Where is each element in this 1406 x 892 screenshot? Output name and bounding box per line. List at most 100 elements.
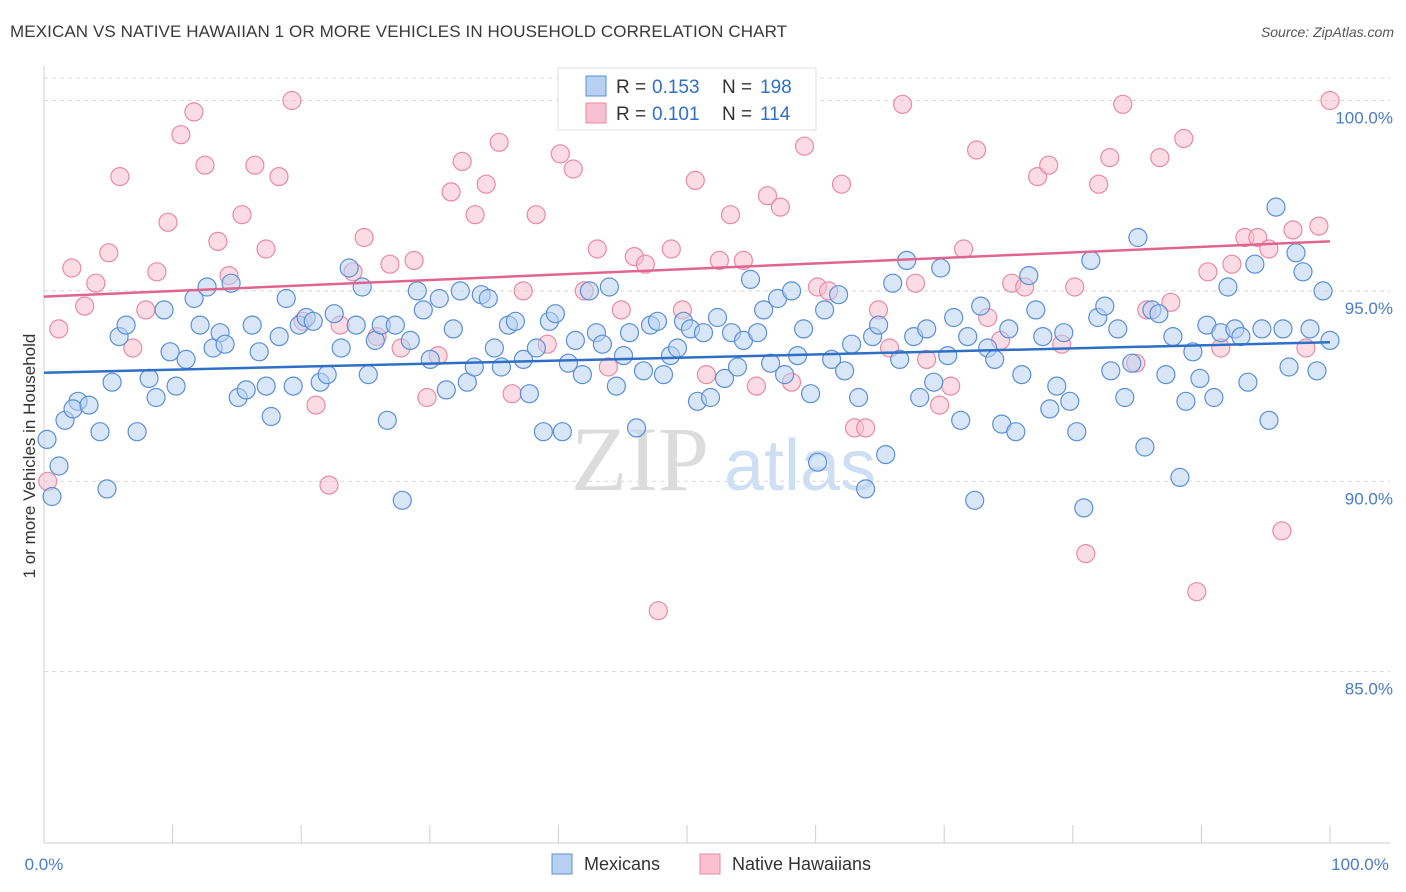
mexicans-point xyxy=(464,357,484,377)
y-tick-labels: 85.0% 90.0% 95.0% 100.0% xyxy=(1335,108,1393,698)
mexicans-point xyxy=(1279,357,1299,377)
native-hawaiian-point xyxy=(563,159,583,179)
mexicans-point xyxy=(331,338,351,358)
mexicans-point xyxy=(700,387,721,408)
y-axis-label: 1 or more Vehicles in Household xyxy=(20,334,39,579)
mexicans-point xyxy=(1081,250,1101,270)
mexicans-point xyxy=(436,380,456,400)
mexicans-point xyxy=(484,338,504,358)
mexicans-point xyxy=(1307,361,1327,381)
series-legend: Mexicans Native Hawaiians xyxy=(551,853,871,875)
mexicans-point xyxy=(407,281,427,301)
native-hawaiian-point xyxy=(966,140,987,160)
legend-swatch-native-hawaiians xyxy=(585,102,607,124)
mexicans-point xyxy=(552,422,573,442)
stats-legend: R = 0.153 N = 198 R = 0.101 N = 114 xyxy=(557,67,817,131)
mexicans-point xyxy=(1149,304,1169,324)
mexicans-point xyxy=(443,319,463,339)
bottom-legend-swatch-mexicans xyxy=(551,853,573,875)
x-tick-labels: 0.0% 100.0% xyxy=(25,855,1389,874)
native-hawaiian-point xyxy=(1039,155,1059,175)
mexicans-point xyxy=(1122,353,1142,373)
mexicans-point xyxy=(965,490,985,510)
mexicans-point xyxy=(606,376,627,396)
mexicans-point xyxy=(261,406,281,427)
mexicans-point xyxy=(558,353,579,373)
native-hawaiian-point xyxy=(550,144,570,164)
mexicans-point xyxy=(1074,498,1094,518)
mexicans-point xyxy=(450,281,470,301)
mexicans-point xyxy=(256,376,276,396)
mexicans-point xyxy=(1108,319,1128,339)
native-hawaiian-point xyxy=(513,281,533,301)
mexicans-point xyxy=(513,349,534,369)
native-hawaiian-point xyxy=(611,300,631,320)
mexicans-point xyxy=(190,315,210,335)
mexicans-point xyxy=(102,372,122,392)
mexicans-point xyxy=(800,384,821,404)
mexicans-point xyxy=(160,342,180,362)
native-hawaiian-point xyxy=(1065,277,1085,297)
native-hawaiian-point xyxy=(417,387,437,408)
legend-n-value-native-hawaiians: 114 xyxy=(760,104,791,125)
native-hawaiian-point xyxy=(49,319,69,339)
series-mexicans-points xyxy=(37,197,1340,518)
mexicans-point xyxy=(841,334,862,354)
axes xyxy=(43,66,1390,844)
native-hawaiian-point xyxy=(1222,254,1242,274)
native-hawaiian-point xyxy=(1174,128,1194,149)
watermark-atlas: atlas xyxy=(724,426,876,506)
mexicans-point xyxy=(1163,327,1183,347)
native-hawaiian-point xyxy=(1161,292,1181,312)
native-hawaiian-point xyxy=(208,231,228,251)
native-hawaiian-point xyxy=(502,384,522,404)
mexicans-point xyxy=(1245,254,1265,274)
native-hawaiian-point xyxy=(1272,521,1292,541)
mexicans-point xyxy=(1054,323,1074,343)
mexicans-point xyxy=(242,315,262,335)
mexicans-point xyxy=(197,277,217,297)
native-hawaiian-point xyxy=(953,239,974,259)
native-hawaiian-point xyxy=(62,258,82,278)
mexicans-point xyxy=(653,365,674,385)
mexicans-point xyxy=(667,338,688,358)
bottom-legend-label-native-hawaiians: Native Hawaiians xyxy=(732,854,871,874)
mexicans-point xyxy=(619,323,640,343)
mexicans-point xyxy=(505,311,526,331)
mexicans-point xyxy=(855,479,876,499)
native-hawaiian-point xyxy=(831,174,852,194)
series-native-hawaiians-points xyxy=(38,90,1340,621)
legend-n-label-mexicans: N = xyxy=(722,77,752,98)
mexicans-point xyxy=(1060,391,1080,411)
mexicans-point xyxy=(215,334,235,354)
native-hawaiian-point xyxy=(476,174,496,194)
mexicans-point xyxy=(1266,197,1286,217)
trend-line-native-hawaiians xyxy=(43,240,1331,298)
native-hawaiian-point xyxy=(696,365,717,385)
mexicans-point xyxy=(985,349,1005,369)
mexicans-point xyxy=(377,410,397,430)
mexicans-point xyxy=(999,319,1019,339)
native-hawaiian-point xyxy=(1248,227,1268,248)
native-hawaiian-point xyxy=(256,239,276,259)
mexicans-point xyxy=(116,315,136,335)
legend-r-value-native-hawaiians: 0.101 xyxy=(652,104,700,125)
mexicans-point xyxy=(1128,227,1148,248)
mexicans-point xyxy=(324,304,344,324)
mexicans-point xyxy=(1135,437,1155,457)
mexicans-point xyxy=(1170,467,1190,487)
mexicans-point xyxy=(793,319,814,339)
mexicans-point xyxy=(613,346,634,366)
legend-r-value-mexicans: 0.153 xyxy=(652,77,700,98)
native-hawaiian-point xyxy=(1283,220,1303,240)
mexicans-point xyxy=(1286,243,1306,263)
native-hawaiian-point xyxy=(319,475,339,495)
mexicans-point xyxy=(276,288,296,309)
mexicans-point xyxy=(526,338,547,358)
native-hawaiian-point xyxy=(916,349,937,369)
mexicans-point xyxy=(154,300,174,320)
mexicans-point xyxy=(626,418,647,438)
native-hawaiian-point xyxy=(110,167,130,187)
native-hawaiian-point xyxy=(282,90,302,111)
mexicans-point xyxy=(917,319,937,339)
